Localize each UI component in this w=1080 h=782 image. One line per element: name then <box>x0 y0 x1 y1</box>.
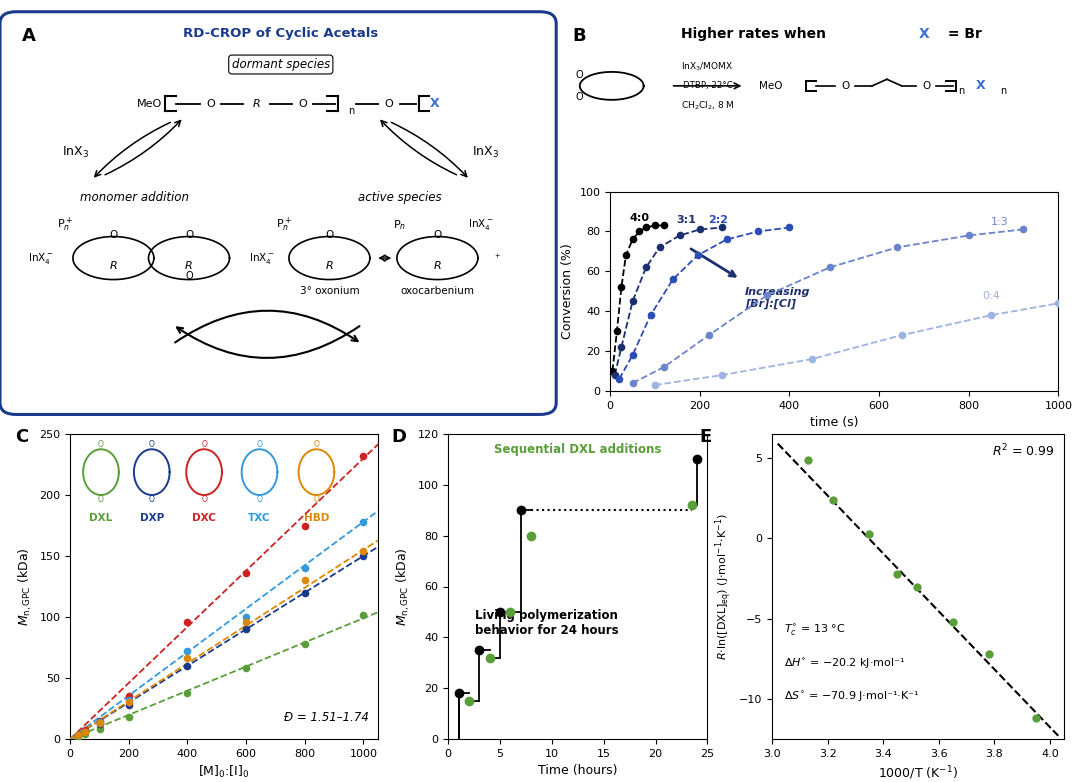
Text: Higher rates when: Higher rates when <box>680 27 831 41</box>
Text: 0:4: 0:4 <box>983 291 1000 301</box>
Text: CH$_2$Cl$_2$, 8 M: CH$_2$Cl$_2$, 8 M <box>680 99 734 112</box>
Text: Increasing
[Br]:[Cl]: Increasing [Br]:[Cl] <box>745 287 810 309</box>
Text: n: n <box>348 106 354 117</box>
Text: X: X <box>430 97 440 110</box>
Text: InX$_3$: InX$_3$ <box>472 145 500 160</box>
Text: O: O <box>185 271 193 281</box>
Text: InX$_4^-$: InX$_4^-$ <box>249 250 274 266</box>
Text: O: O <box>98 495 104 504</box>
Text: O: O <box>149 440 154 449</box>
Text: $\Delta H^{\circ}$ = −20.2 kJ·mol⁻¹: $\Delta H^{\circ}$ = −20.2 kJ·mol⁻¹ <box>784 657 905 671</box>
Text: dormant species: dormant species <box>232 58 329 71</box>
Text: O: O <box>98 440 104 449</box>
Text: $T_c^{\circ}$ = 13 °C: $T_c^{\circ}$ = 13 °C <box>784 623 846 638</box>
Text: $^+$: $^+$ <box>492 253 501 263</box>
Text: X: X <box>919 27 930 41</box>
Text: O: O <box>922 81 930 91</box>
Text: DXP: DXP <box>139 513 164 523</box>
Text: R: R <box>185 261 193 271</box>
Text: O: O <box>576 91 583 102</box>
Text: O: O <box>384 99 393 109</box>
Text: R: R <box>109 261 118 271</box>
Text: P$_n$: P$_n$ <box>393 218 406 231</box>
Text: n: n <box>958 86 964 95</box>
Text: MeO: MeO <box>137 99 162 109</box>
Text: InX$_4^-$: InX$_4^-$ <box>28 250 53 266</box>
X-axis label: Time (hours): Time (hours) <box>538 764 618 777</box>
Text: oxocarbenium: oxocarbenium <box>401 286 474 296</box>
Text: X: X <box>975 79 985 92</box>
Text: O: O <box>201 495 207 504</box>
Text: InX$_4^-$: InX$_4^-$ <box>468 217 494 232</box>
Text: InX$_3$: InX$_3$ <box>62 145 90 160</box>
Text: 2:2: 2:2 <box>707 216 728 225</box>
Text: MeO: MeO <box>759 81 783 91</box>
Text: R: R <box>325 261 334 271</box>
Y-axis label: $M_{\mathrm{n,GPC}}$ (kDa): $M_{\mathrm{n,GPC}}$ (kDa) <box>394 547 411 626</box>
Text: Sequential DXL additions: Sequential DXL additions <box>495 443 661 456</box>
Text: = Br: = Br <box>944 27 983 41</box>
Text: O: O <box>433 231 442 240</box>
Text: P$_n^+$: P$_n^+$ <box>57 216 72 234</box>
Text: A: A <box>22 27 36 45</box>
Text: RD-CROP of Cyclic Acetals: RD-CROP of Cyclic Acetals <box>184 27 378 40</box>
Text: E: E <box>700 428 712 446</box>
Text: D: D <box>391 428 406 446</box>
Text: DXL: DXL <box>90 513 112 523</box>
Text: O: O <box>313 440 320 449</box>
Text: 1:3: 1:3 <box>991 217 1009 228</box>
X-axis label: [M]$_0$:[I]$_0$: [M]$_0$:[I]$_0$ <box>199 764 249 780</box>
Y-axis label: $M_{\mathrm{n,GPC}}$ (kDa): $M_{\mathrm{n,GPC}}$ (kDa) <box>16 547 33 626</box>
Text: DXC: DXC <box>192 513 216 523</box>
Text: O: O <box>149 495 154 504</box>
Text: $\Delta S^{\circ}$ = −70.9 J·mol⁻¹·K⁻¹: $\Delta S^{\circ}$ = −70.9 J·mol⁻¹·K⁻¹ <box>784 691 919 705</box>
X-axis label: 1000/T (K$^{-1}$): 1000/T (K$^{-1}$) <box>878 764 958 782</box>
Text: O: O <box>206 99 215 109</box>
Text: C: C <box>15 428 28 446</box>
Text: R: R <box>253 99 260 109</box>
X-axis label: time (s): time (s) <box>810 416 859 429</box>
Text: Living polymerization
behavior for 24 hours: Living polymerization behavior for 24 ho… <box>475 609 619 637</box>
Text: active species: active species <box>357 191 442 204</box>
Text: R: R <box>433 261 442 271</box>
Text: O: O <box>257 495 262 504</box>
Text: TXC: TXC <box>248 513 271 523</box>
Text: DTBP, 22°C: DTBP, 22°C <box>683 81 732 91</box>
FancyBboxPatch shape <box>0 12 556 414</box>
Text: 3:1: 3:1 <box>676 216 697 225</box>
Text: monomer addition: monomer addition <box>81 191 189 204</box>
Text: O: O <box>201 440 207 449</box>
Text: O: O <box>109 231 118 240</box>
Text: HBD: HBD <box>303 513 329 523</box>
Text: 4:0: 4:0 <box>630 213 649 224</box>
Text: O: O <box>185 231 193 240</box>
Text: O: O <box>841 81 849 91</box>
Text: 3° oxonium: 3° oxonium <box>299 286 360 296</box>
Text: P$_n^+$: P$_n^+$ <box>275 216 292 234</box>
Text: O: O <box>298 99 307 109</box>
Text: O: O <box>325 231 334 240</box>
Text: n: n <box>1000 86 1007 95</box>
Text: B: B <box>572 27 586 45</box>
Text: O: O <box>257 440 262 449</box>
Text: O: O <box>576 70 583 81</box>
Y-axis label: Conversion (%): Conversion (%) <box>561 243 573 339</box>
Text: O: O <box>313 495 320 504</box>
Text: Đ = 1.51–1.74: Đ = 1.51–1.74 <box>284 711 368 724</box>
Y-axis label: $R{\cdot}\ln([\mathrm{DXL}]_{\mathrm{eq}})$ (J$\cdot$mol$^{-1}$$\cdot$K$^{-1}$): $R{\cdot}\ln([\mathrm{DXL}]_{\mathrm{eq}… <box>713 513 733 660</box>
Text: InX$_3$/MOMX: InX$_3$/MOMX <box>681 60 733 73</box>
Text: $R^2$ = 0.99: $R^2$ = 0.99 <box>993 443 1055 460</box>
